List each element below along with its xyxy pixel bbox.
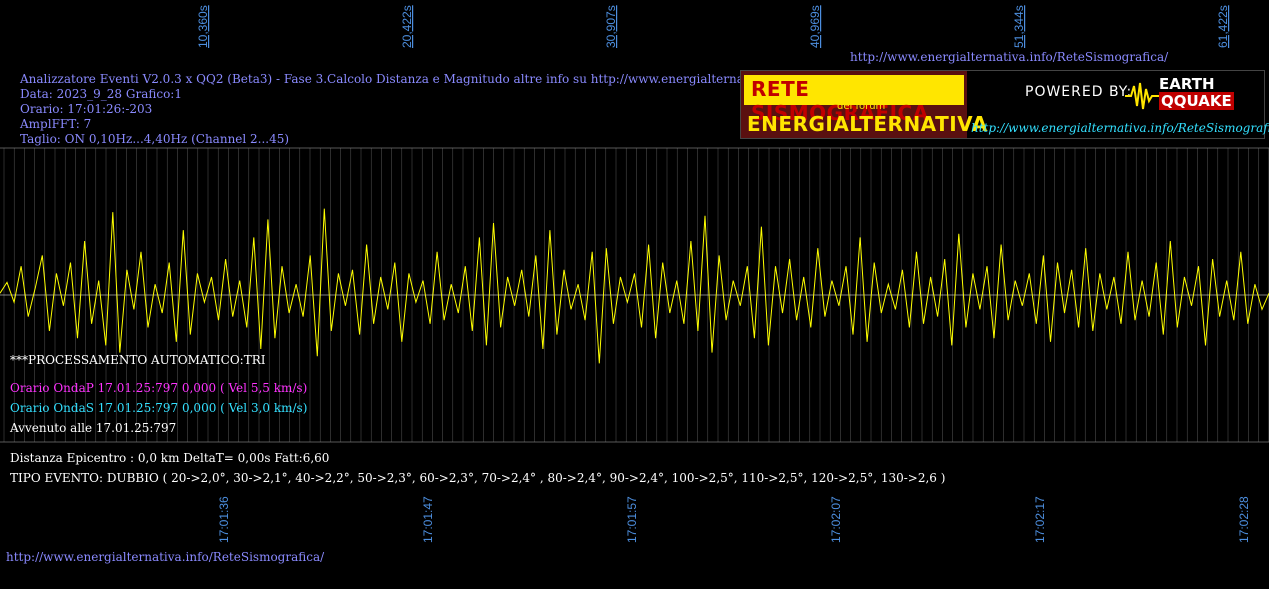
- analyzer-title: Analizzatore Eventi V2.0.3 x QQ2 (Beta3)…: [20, 72, 856, 86]
- powered-by-label: POWERED BY:: [1025, 84, 1133, 100]
- top-tick-label: 40,969s: [808, 5, 822, 48]
- top-url-link[interactable]: http://www.energialternativa.info/ReteSi…: [850, 50, 1169, 64]
- onda-p-time: Orario OndaP 17.01.25:797 0,000 ( Vel 5,…: [10, 381, 308, 395]
- top-tick-label: 10,360s: [196, 5, 210, 48]
- filter-line: Taglio: ON 0,10Hz...4,40Hz (Channel 2...…: [20, 132, 290, 146]
- bottom-tick-label: 17:01:57: [625, 496, 639, 543]
- top-tick-label: 61,422s: [1216, 5, 1230, 48]
- earth-label: EARTH: [1159, 75, 1215, 93]
- seismic-trace: [0, 208, 1269, 364]
- seismic-wave-icon: [1125, 82, 1159, 110]
- bottom-axis-ticks: 17:01:36 17:01:47 17:01:57 17:02:07 17:02:17…: [217, 496, 1251, 543]
- date-line: Data: 2023_9_28 Grafico:1: [20, 87, 182, 101]
- time-line: Orario: 17:01:26:-203: [20, 102, 153, 116]
- top-tick-label: 51,344s: [1012, 5, 1026, 48]
- auto-processing-label: ***PROCESSAMENTO AUTOMATICO:TRI: [10, 353, 266, 367]
- logo-url-link[interactable]: http://www.energialternativa.info/ReteSi…: [971, 121, 1269, 135]
- logo-yellow-band: [744, 75, 964, 105]
- bottom-url-link[interactable]: http://www.energialternativa.info/ReteSi…: [6, 550, 325, 564]
- event-type: TIPO EVENTO: DUBBIO ( 20->2,0°, 30->2,1°…: [10, 471, 946, 485]
- amplfft-line: AmplFFT: 7: [20, 117, 92, 131]
- logo-subtitle: del forum: [837, 101, 886, 112]
- bottom-tick-label: 17:01:47: [421, 496, 435, 543]
- top-tick-label: 20,422s: [400, 5, 414, 48]
- bottom-tick-label: 17:02:28: [1237, 496, 1251, 543]
- quake-label: QQUAKE: [1159, 92, 1234, 110]
- bottom-tick-label: 17:01:36: [217, 496, 231, 543]
- bottom-tick-label: 17:02:07: [829, 496, 843, 543]
- logo-left-panel: RETE SISMOGRAFICA del forum ENERGIALTERN…: [741, 71, 987, 138]
- onda-s-time: Orario OndaS 17.01.25:797 0,000 ( Vel 3,…: [10, 401, 308, 415]
- logo-title: RETE SISMOGRAFICA: [751, 77, 929, 125]
- top-axis-ticks: 10,360s 20,422s 30,907s 40,969s 51,344s 61,42…: [196, 5, 1230, 48]
- occurred-at: Avvenuto alle 17.01.25:797: [10, 421, 177, 435]
- bottom-tick-label: 17:02:17: [1033, 496, 1047, 543]
- rete-sismografica-logo: RETE SISMOGRAFICA del forum ENERGIALTERN…: [740, 70, 1269, 139]
- top-tick-label: 30,907s: [604, 5, 618, 48]
- epicenter-distance: Distanza Epicentro : 0,0 km DeltaT= 0,00…: [10, 451, 330, 465]
- logo-brand: ENERGIALTERNATIVA: [747, 112, 988, 136]
